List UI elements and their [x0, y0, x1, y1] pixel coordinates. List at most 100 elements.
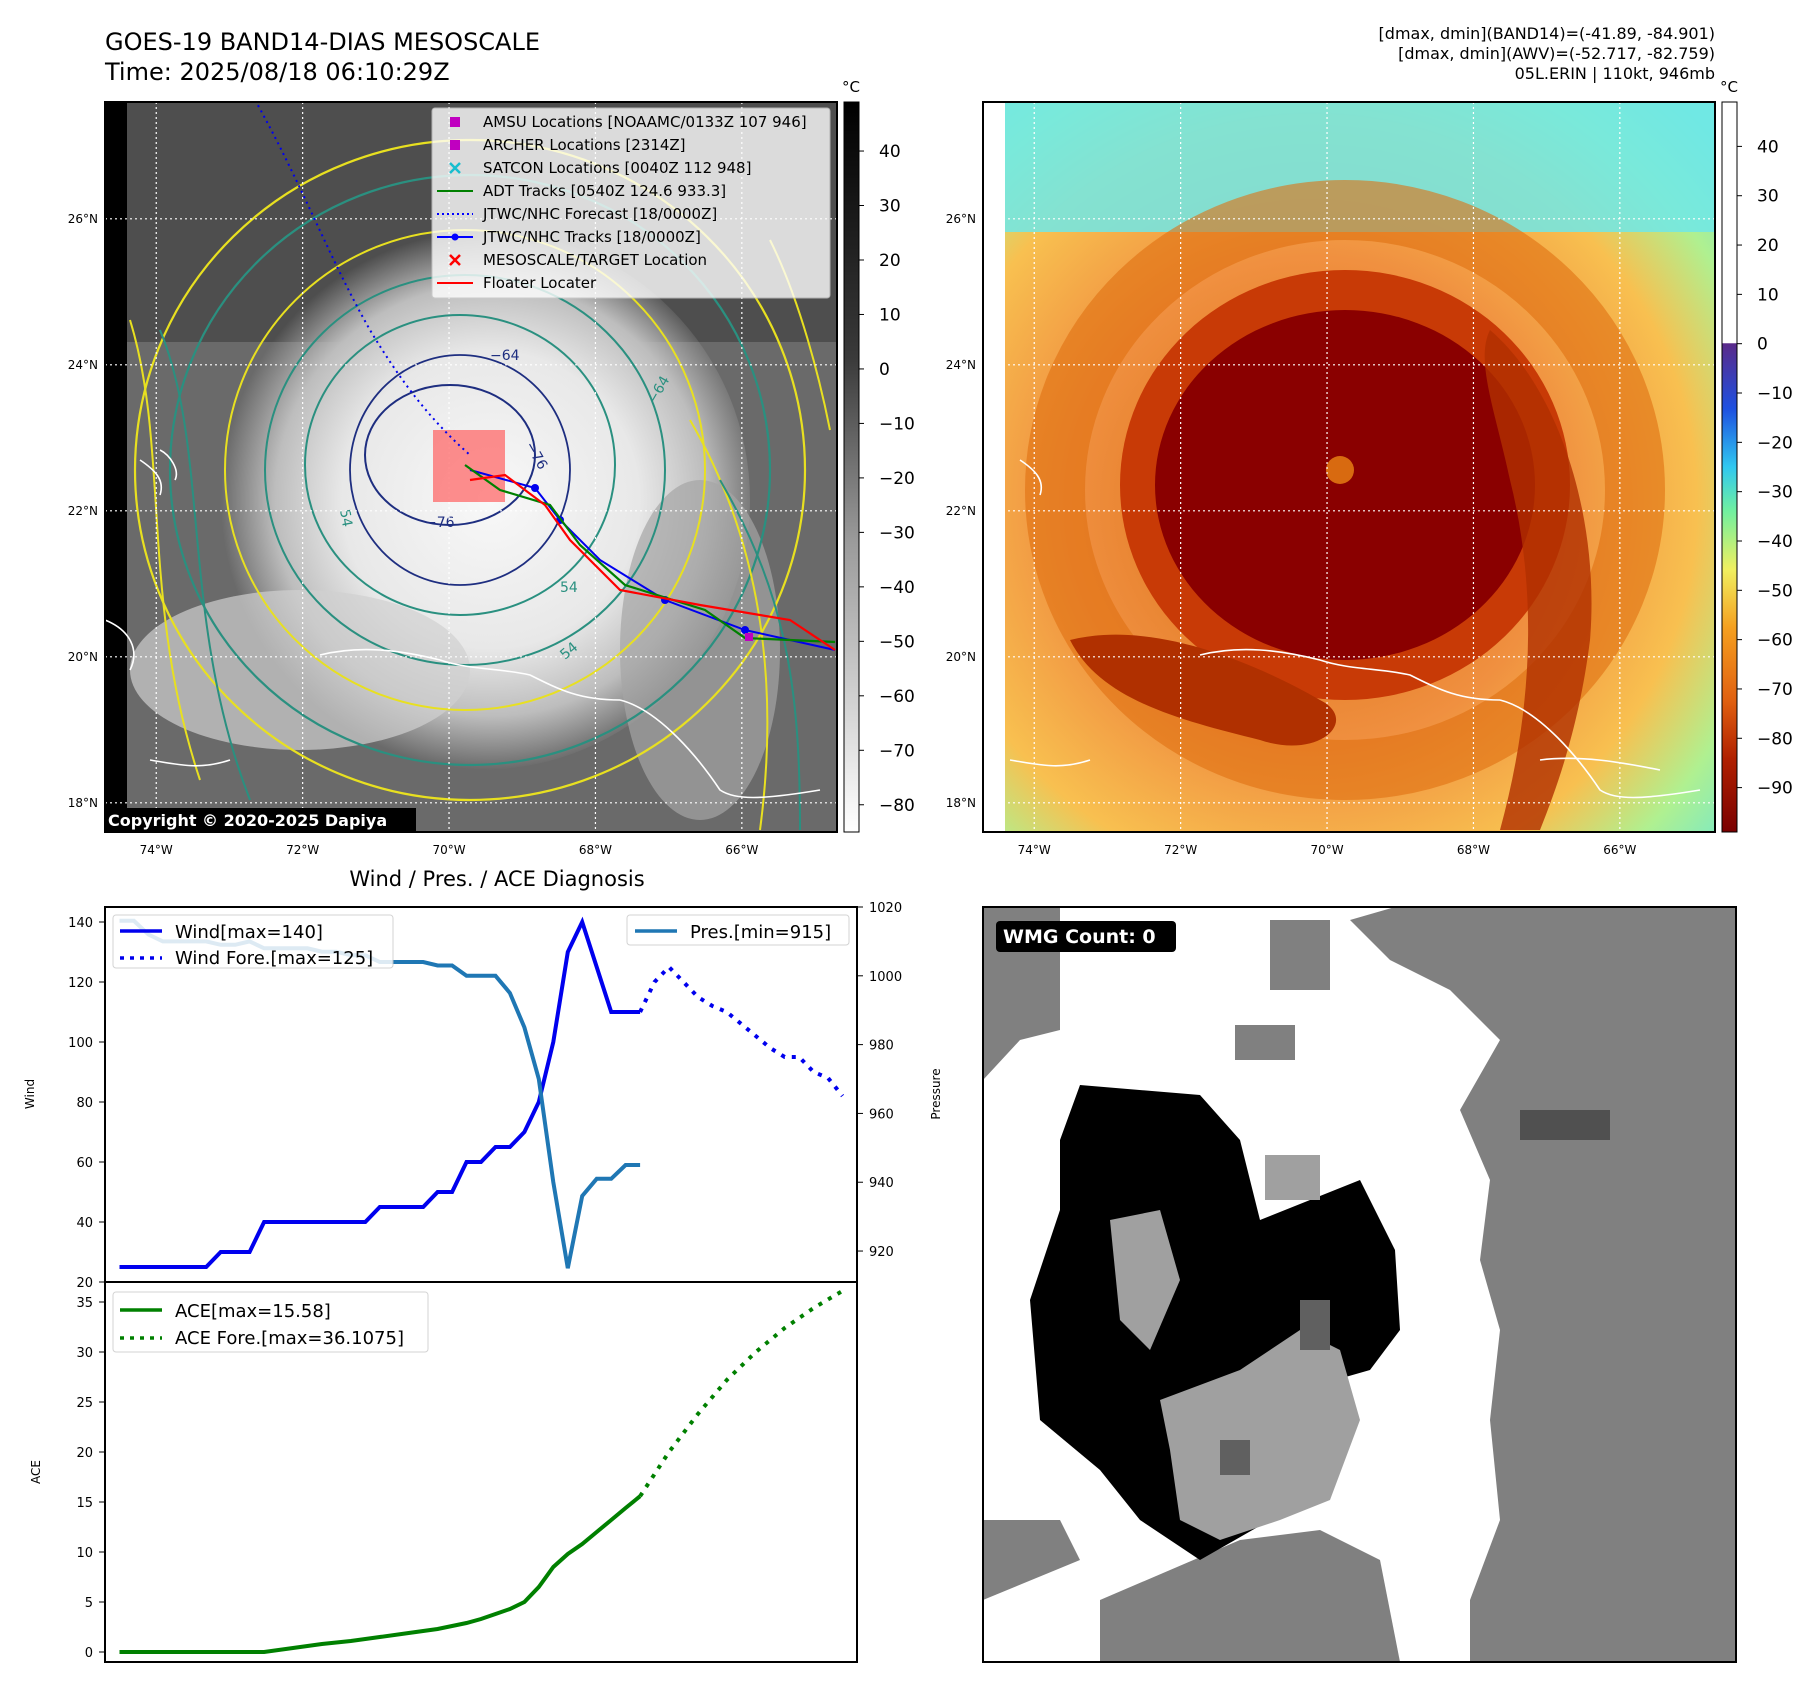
wind-pressure-chart: Wind / Pres. / ACE Diagnosis 20 40 60 80 100…: [23, 867, 943, 1291]
contour-label: 54: [560, 580, 578, 596]
legend-pressure: Pres.[min=915]: [690, 922, 831, 943]
y-right-tick-label: 1000: [869, 970, 902, 985]
awv-colorbar-unit: °C: [1720, 78, 1738, 96]
colorbar-tick-label: −90: [1757, 779, 1793, 799]
copyright-bg: [104, 808, 416, 832]
y-right-tick-label: 920: [869, 1245, 894, 1260]
y-right-tick-label: 1020: [869, 901, 902, 916]
lat-tick-label: 18°N: [946, 796, 976, 810]
colorbar-tick-label: −10: [1757, 384, 1793, 404]
wmg-cold-core: [1030, 1085, 1400, 1560]
lat-tick-label: 20°N: [946, 650, 976, 664]
y-tick-label: 100: [68, 1036, 93, 1051]
colorbar-tick-label: 30: [879, 197, 901, 217]
legend-entry-label: Floater Locater: [483, 274, 597, 292]
lon-tick-label: 70°W: [1310, 843, 1343, 857]
ir-map-panel: −64 −76 −76 54 54 −64 54: [68, 101, 838, 857]
figure-title-line1: GOES-19 BAND14-DIAS MESOSCALE: [105, 28, 540, 56]
series-line-1: [638, 964, 845, 1098]
lon-tick-label: 74°W: [1018, 843, 1051, 857]
y-right-tick-label: 940: [869, 1176, 894, 1191]
floater-box: [433, 430, 505, 502]
amsu-marker: [745, 633, 753, 641]
y-tick-label: 25: [76, 1396, 93, 1411]
wmg-panel: WMG Count: 0: [982, 906, 1737, 1663]
colorbar-tick-label: −40: [879, 578, 915, 598]
awv-gridlines: [983, 102, 1715, 832]
colorbar-tick-label: −70: [879, 741, 915, 761]
legend-marker-square: [450, 140, 460, 150]
awv-storm-core: [1155, 310, 1535, 660]
colorbar-tick-label: −80: [879, 796, 915, 816]
ace-legend: ACE[max=15.58] ACE Fore.[max=36.1075]: [112, 1291, 429, 1353]
colorbar-tick-label: 20: [879, 251, 901, 271]
awv-coastlines: [1009, 459, 1701, 799]
lon-tick-label: 74°W: [140, 843, 173, 857]
wind-axis-label: Wind: [23, 1079, 37, 1109]
ir-colorbar: °C 40 30 20 10 0 −10 −20 −30 −40 −50 −60 −70 −80: [842, 78, 915, 833]
ace-axis-label: ACE: [29, 1460, 43, 1484]
colorbar-tick-label: 20: [1757, 236, 1779, 256]
contour-label: 54: [336, 508, 355, 528]
lon-tick-label: 66°W: [725, 843, 758, 857]
colorbar-tick-label: −40: [1757, 532, 1793, 552]
legend-marker-x: [449, 162, 461, 174]
colorbar-tick-label: −80: [1757, 729, 1793, 749]
colorbar-tick-label: −30: [879, 523, 915, 543]
lat-tick-label: 20°N: [68, 650, 98, 664]
diagnosis-title: Wind / Pres. / ACE Diagnosis: [349, 867, 644, 891]
series-line-0: [119, 916, 641, 1269]
colorbar-tick-label: −50: [879, 632, 915, 652]
lat-tick-label: 18°N: [68, 796, 98, 810]
ir-coastlines: [105, 449, 821, 799]
legend-entry-label: MESOSCALE/TARGET Location: [483, 251, 707, 269]
y-tick-label: 5: [85, 1596, 93, 1611]
legend-entry-label: JTWC/NHC Forecast [18/0000Z]: [482, 205, 717, 223]
y-tick-label: 60: [76, 1156, 93, 1171]
y-tick-label: 140: [68, 916, 93, 931]
y-tick-label: 20: [76, 1446, 93, 1461]
figure-title-line2: Time: 2025/08/18 06:10:29Z: [104, 58, 450, 86]
y-tick-label: 35: [76, 1296, 93, 1311]
y-tick-label: 120: [68, 976, 93, 991]
lon-tick-label: 72°W: [1164, 843, 1197, 857]
lon-tick-label: 68°W: [579, 843, 612, 857]
colorbar-tick-label: −60: [879, 687, 915, 707]
lon-tick-label: 72°W: [286, 843, 319, 857]
ace-chart: 0 5 10 15 20 25 30 35 ACE ACE[max=15.58] ACE Fo…: [29, 1281, 858, 1663]
legend-entry-label: ARCHER Locations [2314Z]: [483, 136, 686, 154]
y-right-tick-label: 960: [869, 1107, 894, 1122]
y-tick-label: 15: [76, 1496, 93, 1511]
colorbar-tick-label: 0: [879, 360, 890, 380]
adt-track: [464, 464, 836, 644]
y-tick-label: 0: [85, 1646, 93, 1661]
legend-entry-label: SATCON Locations [0040Z 112 948]: [483, 159, 751, 177]
copyright-label: Copyright © 2020-2025 Dapiya: [108, 811, 387, 830]
y-right-tick-label: 980: [869, 1039, 894, 1054]
wind-legend: Wind[max=140] Wind Fore.[max=125]: [112, 914, 394, 969]
colorbar-tick-label: −70: [1757, 680, 1793, 700]
y-tick-label: 30: [76, 1346, 93, 1361]
y-tick-label: 80: [76, 1096, 93, 1111]
awv-axis-labels: 74°W 72°W 70°W 68°W 66°W 26°N 24°N 22°N 20°N 18°N: [946, 212, 1637, 857]
lat-tick-label: 24°N: [68, 358, 98, 372]
lon-tick-label: 66°W: [1603, 843, 1636, 857]
colorbar-tick-label: −20: [879, 469, 915, 489]
contour-label: −76: [425, 515, 455, 531]
awv-map-panel: 74°W 72°W 70°W 68°W 66°W 26°N 24°N 22°N 20°N 18°N: [946, 101, 1716, 857]
wmg-count-label: WMG Count: 0: [1003, 926, 1156, 948]
legend-entry-label: AMSU Locations [NOAAMC/0133Z 107 946]: [483, 113, 807, 131]
colorbar-tick-label: −20: [1757, 433, 1793, 453]
lon-tick-label: 68°W: [1457, 843, 1490, 857]
colorbar-tick-label: 30: [1757, 187, 1779, 207]
stats-line2: [dmax, dmin](AWV)=(-52.717, -82.759): [1398, 44, 1715, 63]
lon-tick-label: 70°W: [432, 843, 465, 857]
wmg-count-badge: [996, 921, 1176, 952]
colorbar-tick-label: −10: [879, 414, 915, 434]
colorbar-tick-label: 0: [1757, 335, 1768, 355]
series-line-2: [119, 918, 641, 1269]
legend-marker-dot: [451, 233, 459, 241]
pressure-legend: Pres.[min=915]: [626, 914, 850, 946]
legend-wind: Wind[max=140]: [175, 922, 323, 943]
legend-entry-label: ADT Tracks [0540Z 124.6 933.3]: [483, 182, 726, 200]
